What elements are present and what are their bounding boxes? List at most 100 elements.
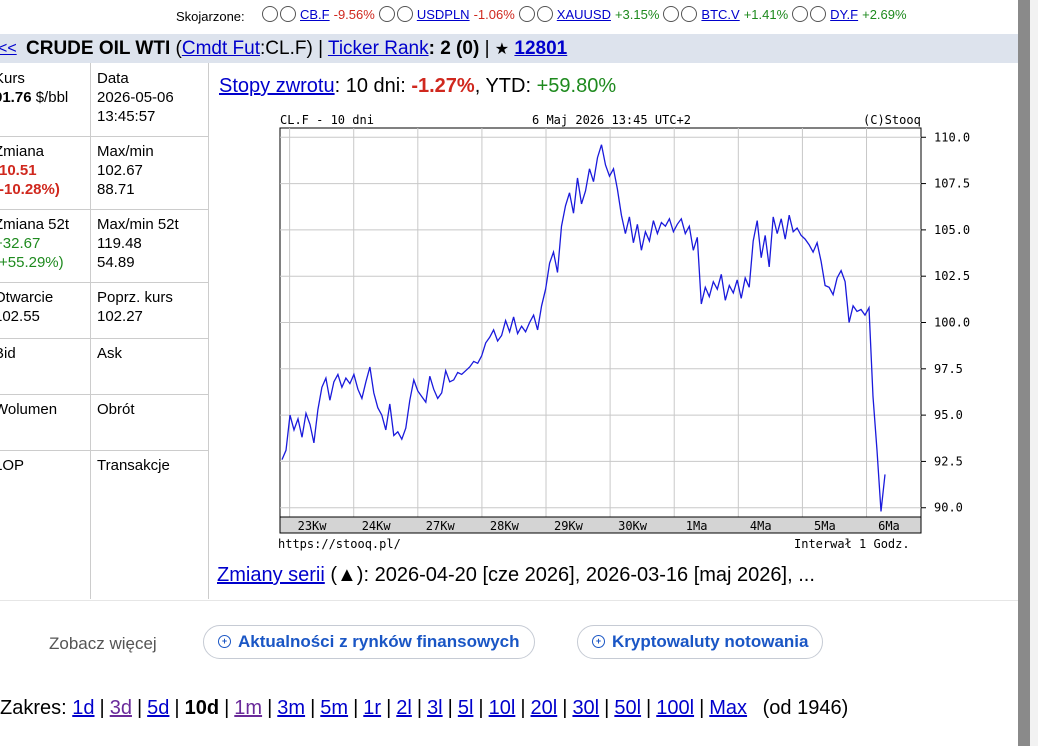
range-option-selected: 10d xyxy=(184,697,220,719)
related-symbol-link[interactable]: BTC.V xyxy=(701,6,740,22)
related-change: +2.69% xyxy=(862,6,907,22)
open-paren: ( xyxy=(175,38,182,59)
compare-checkbox[interactable] xyxy=(663,6,680,22)
range-option-50l[interactable]: 50l xyxy=(614,697,642,719)
related-label: Skojarzone: xyxy=(176,9,245,24)
chart-header-center: 6 Maj 2026 13:45 UTC+2 xyxy=(532,113,691,127)
crypto-chip[interactable]: + Kryptowaluty notowania xyxy=(577,625,824,659)
see-more-section: Zobacz więcej + Aktualności z rynków fin… xyxy=(0,600,1038,681)
related-item: USDPLN -1.06% xyxy=(378,6,515,22)
row-lop: LOP Transakcje xyxy=(0,450,208,599)
range-option-Max[interactable]: Max xyxy=(709,697,748,719)
price-chart[interactable]: CL.F - 10 dni 6 Maj 2026 13:45 UTC+2 (C)… xyxy=(276,112,976,561)
range-option-5m[interactable]: 5m xyxy=(320,697,349,719)
y-tick-label: 90.0 xyxy=(934,501,963,515)
y-tick-label: 105.0 xyxy=(934,223,970,237)
x-tick-label: 23Kw xyxy=(298,519,328,533)
maxmin-label: Max/min xyxy=(97,143,154,160)
related-bar: Skojarzone: CB.F -9.56% USDPLN -1.06% XAUUSD… xyxy=(0,6,1038,28)
compare-checkbox[interactable] xyxy=(810,6,827,22)
column-divider xyxy=(90,63,91,599)
compare-checkbox[interactable] xyxy=(518,6,535,22)
chart-footer-left: https://stooq.pl/ xyxy=(278,537,401,551)
chart-svg: CL.F - 10 dni 6 Maj 2026 13:45 UTC+2 (C)… xyxy=(278,113,970,551)
news-chip-label: Aktualności z rynków finansowych xyxy=(238,632,520,651)
range-option-1d[interactable]: 1d xyxy=(72,697,95,719)
range-option-10l[interactable]: 10l xyxy=(488,697,516,719)
y-tick-label: 100.0 xyxy=(934,316,970,330)
scrollbar[interactable] xyxy=(1018,0,1030,746)
x-tick-label: 24Kw xyxy=(362,519,392,533)
star-icon[interactable]: ★ xyxy=(494,41,510,58)
title-bar: << CRUDE OIL WTI (Cmdt Fut:CL.F) | Ticke… xyxy=(0,34,1038,63)
open-value: 102.55 xyxy=(0,308,40,325)
range-option-30l[interactable]: 30l xyxy=(572,697,600,719)
series-changes-link[interactable]: Zmiany serii xyxy=(217,564,325,586)
range-option-1r[interactable]: 1r xyxy=(363,697,382,719)
returns-link[interactable]: Stopy zwrotu xyxy=(219,75,335,97)
bid-label: Bid xyxy=(0,345,16,362)
category-link[interactable]: Cmdt Fut xyxy=(181,38,260,59)
related-symbol-link[interactable]: USDPLN xyxy=(416,6,470,22)
range-option-5d[interactable]: 5d xyxy=(147,697,170,719)
volume-label: Wolumen xyxy=(0,401,58,418)
x-tick-label: 4Ma xyxy=(750,519,772,533)
ticker-rank-link[interactable]: Ticker Rank xyxy=(327,38,429,59)
compare-checkbox[interactable] xyxy=(378,6,395,22)
x-tick-label: 27Kw xyxy=(426,519,456,533)
related-item: XAUUSD +3.15% xyxy=(518,6,659,22)
range-separator: | xyxy=(136,697,143,719)
price-series-line xyxy=(281,144,886,512)
related-item: CB.F -9.56% xyxy=(262,6,375,22)
row-open: Otwarcie 102.55 Poprz. kurs 102.27 xyxy=(0,282,208,339)
compare-checkbox[interactable] xyxy=(262,6,278,22)
range-option-100l[interactable]: 100l xyxy=(656,697,695,719)
range-separator: | xyxy=(224,697,230,719)
compare-checkbox[interactable] xyxy=(396,6,413,22)
chart-footer-right: Interwał 1 Godz. xyxy=(794,537,910,551)
compare-checkbox[interactable] xyxy=(280,6,296,22)
returns-ytd-text: , YTD: xyxy=(474,75,532,97)
maxmin52-label: Max/min 52t xyxy=(97,216,179,233)
returns-line: Stopy zwrotu: 10 dni: -1.27%, YTD: +59.8… xyxy=(219,75,616,98)
range-separator: | xyxy=(447,697,453,719)
back-link[interactable]: << xyxy=(0,40,17,57)
y-tick-label: 95.0 xyxy=(934,408,963,422)
news-chip[interactable]: + Aktualności z rynków finansowych xyxy=(203,625,535,659)
range-option-3m[interactable]: 3m xyxy=(277,697,306,719)
compare-checkbox[interactable] xyxy=(792,6,809,22)
range-option-5l[interactable]: 5l xyxy=(457,697,474,719)
compare-checkbox[interactable] xyxy=(681,6,698,22)
returns-days-value: -1.27% xyxy=(411,75,475,97)
range-separator: | xyxy=(699,697,705,719)
range-separator: | xyxy=(562,697,568,719)
min-value: 88.71 xyxy=(97,181,135,198)
range-separator: | xyxy=(646,697,652,719)
x-tick-label: 30Kw xyxy=(618,519,648,533)
range-option-1m[interactable]: 1m xyxy=(234,697,263,719)
related-symbol-link[interactable]: CB.F xyxy=(300,6,330,22)
prev-close-value: 102.27 xyxy=(97,308,143,325)
range-separator: | xyxy=(604,697,610,719)
returns-ytd-value: +59.80% xyxy=(536,75,617,97)
price-unit: $/bbl xyxy=(35,89,69,106)
range-option-3d[interactable]: 3d xyxy=(109,697,132,719)
x-tick-label: 5Ma xyxy=(814,519,836,533)
separator: | xyxy=(318,38,323,59)
crypto-chip-label: Kryptowaluty notowania xyxy=(612,632,809,651)
range-option-3l[interactable]: 3l xyxy=(427,697,443,719)
open-label: Otwarcie xyxy=(0,289,54,306)
compare-checkbox[interactable] xyxy=(536,6,553,22)
range-option-2l[interactable]: 2l xyxy=(396,697,412,719)
instrument-name: CRUDE OIL WTI xyxy=(26,38,171,59)
related-symbol-link[interactable]: DY.F xyxy=(830,6,859,22)
range-option-20l[interactable]: 20l xyxy=(530,697,558,719)
watch-count-link[interactable]: 12801 xyxy=(514,38,568,59)
window-edge xyxy=(1030,0,1038,746)
y-tick-label: 102.5 xyxy=(934,269,970,283)
related-symbol-link[interactable]: XAUUSD xyxy=(556,6,611,22)
x-tick-label: 29Kw xyxy=(554,519,584,533)
change-percent: (-10.28%) xyxy=(0,181,60,198)
x-tick-label: 1Ma xyxy=(686,519,708,533)
change52-label: Zmiana 52t xyxy=(0,216,70,233)
